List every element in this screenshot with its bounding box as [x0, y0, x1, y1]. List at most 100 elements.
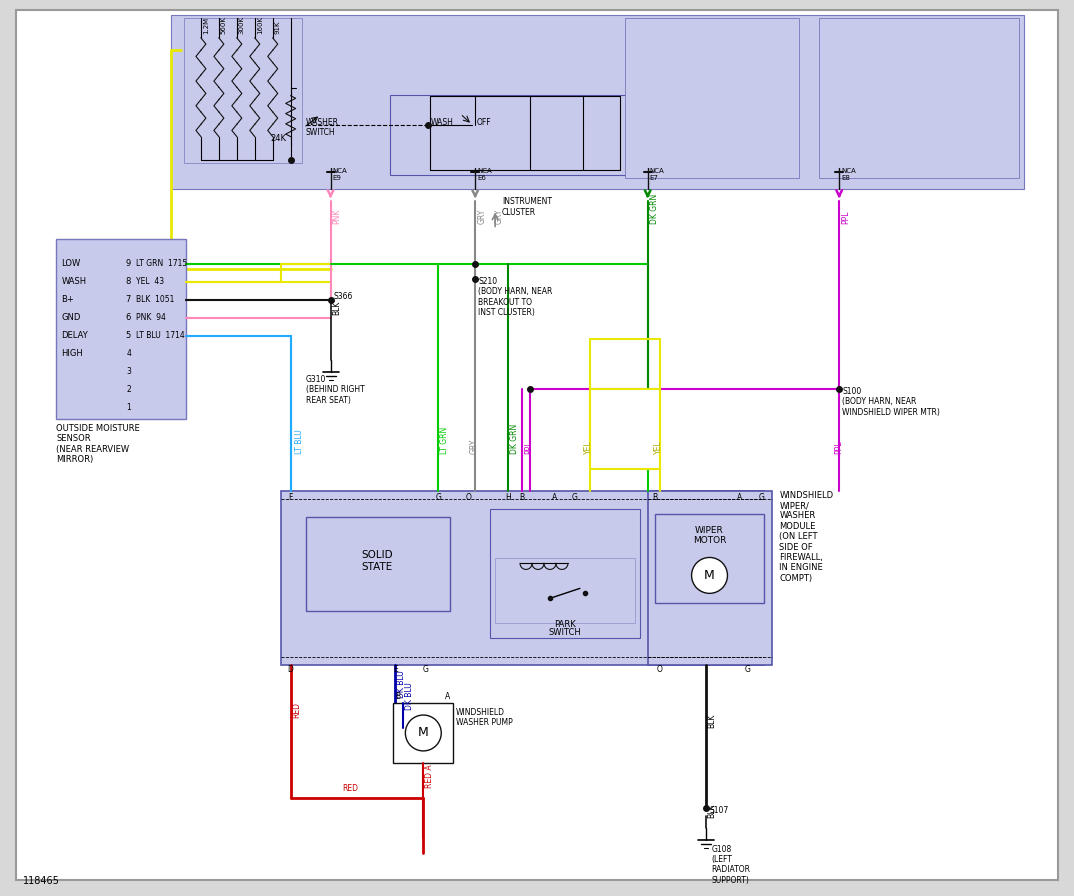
Text: A: A	[737, 493, 742, 502]
Text: E9: E9	[333, 175, 342, 180]
Text: GRY: GRY	[495, 209, 504, 224]
Text: G310
(BEHIND RIGHT
REAR SEAT): G310 (BEHIND RIGHT REAR SEAT)	[306, 375, 364, 405]
Text: S366: S366	[334, 292, 353, 301]
Text: 160K: 160K	[257, 16, 263, 34]
Text: G: G	[744, 665, 751, 674]
Text: 300K: 300K	[238, 16, 245, 34]
Text: DK GRN: DK GRN	[510, 424, 519, 453]
Text: O: O	[656, 665, 663, 674]
Bar	[306, 517, 450, 611]
Bar	[184, 18, 302, 162]
Text: GRY: GRY	[469, 438, 478, 453]
Text: 6: 6	[126, 313, 131, 323]
Text: M: M	[705, 569, 715, 582]
Text: RED A: RED A	[425, 764, 434, 788]
Text: RED: RED	[343, 784, 359, 793]
Text: BLK: BLK	[708, 713, 716, 728]
Text: A: A	[446, 692, 450, 701]
Text: E7: E7	[650, 175, 658, 180]
Text: E6: E6	[477, 175, 487, 180]
Text: WASH: WASH	[61, 277, 86, 286]
Text: 5: 5	[126, 332, 131, 340]
Text: WINDSHIELD
WASHER PUMP: WINDSHIELD WASHER PUMP	[456, 708, 513, 728]
Text: S210: S210	[478, 277, 497, 286]
Text: WASHER
SWITCH: WASHER SWITCH	[306, 117, 338, 137]
Circle shape	[692, 557, 727, 593]
Text: NCA: NCA	[650, 168, 665, 174]
Text: 24K: 24K	[271, 134, 287, 142]
Text: 91K: 91K	[275, 21, 280, 34]
Text: DK BLU: DK BLU	[405, 682, 415, 710]
Text: PARK: PARK	[554, 620, 576, 629]
Text: PPL: PPL	[524, 440, 533, 453]
Text: G: G	[422, 665, 429, 674]
Text: HIGH: HIGH	[61, 349, 83, 358]
Bar	[393, 703, 453, 762]
Text: LOW: LOW	[61, 259, 81, 268]
Text: A: A	[552, 493, 557, 502]
Text: 9: 9	[126, 259, 131, 268]
Bar	[280, 491, 765, 665]
Text: B: B	[395, 692, 401, 701]
Bar	[590, 389, 659, 469]
Text: G: G	[435, 493, 441, 502]
Text: YEL  43: YEL 43	[136, 277, 164, 286]
Text: OUTSIDE MOISTURE
SENSOR
(NEAR REARVIEW
MIRROR): OUTSIDE MOISTURE SENSOR (NEAR REARVIEW M…	[56, 424, 140, 464]
Text: G: G	[572, 493, 578, 502]
Text: DELAY: DELAY	[61, 332, 88, 340]
Bar	[495, 558, 635, 624]
Text: LT GRN: LT GRN	[440, 426, 449, 453]
Bar	[819, 18, 1018, 177]
Text: BLK: BLK	[333, 301, 342, 315]
Text: SWITCH: SWITCH	[549, 628, 581, 637]
Text: PPL: PPL	[834, 440, 843, 453]
Text: SOLID: SOLID	[362, 550, 393, 561]
Text: BLK  1051: BLK 1051	[136, 295, 174, 304]
Bar	[391, 95, 674, 175]
Text: PNK  94: PNK 94	[136, 313, 166, 323]
Text: MOTOR: MOTOR	[693, 536, 726, 545]
Text: H: H	[505, 493, 511, 502]
Text: WINDSHIELD
WIPER/
WASHER
MODULE
(ON LEFT
SIDE OF
FIREWALL,
IN ENGINE
COMPT): WINDSHIELD WIPER/ WASHER MODULE (ON LEFT…	[780, 491, 833, 582]
Text: NCA: NCA	[841, 168, 856, 174]
Text: RED: RED	[293, 702, 302, 718]
Text: 1.2M: 1.2M	[203, 17, 209, 34]
Text: OFF: OFF	[476, 117, 491, 126]
Text: 118465: 118465	[24, 875, 60, 885]
Bar	[171, 15, 1024, 189]
Text: PNK: PNK	[333, 209, 342, 224]
Text: 1: 1	[127, 403, 131, 412]
Circle shape	[405, 715, 441, 751]
Text: STATE: STATE	[362, 563, 393, 573]
Text: F: F	[289, 493, 293, 502]
Text: O: O	[465, 493, 471, 502]
Text: E8: E8	[841, 175, 850, 180]
Text: 2: 2	[127, 385, 131, 394]
Text: B: B	[652, 493, 657, 502]
Text: GRY: GRY	[477, 209, 487, 224]
Bar	[648, 491, 772, 665]
Text: G108
(LEFT
RADIATOR
SUPPORT): G108 (LEFT RADIATOR SUPPORT)	[711, 845, 751, 885]
Text: LT BLU: LT BLU	[294, 429, 304, 453]
Text: 560K: 560K	[221, 16, 227, 34]
Text: WASH: WASH	[431, 117, 453, 126]
Text: GND: GND	[61, 313, 81, 323]
Text: S107: S107	[710, 806, 729, 814]
Text: INSTRUMENT
CLUSTER: INSTRUMENT CLUSTER	[503, 197, 552, 217]
Text: E: E	[393, 665, 397, 674]
Text: 7: 7	[126, 295, 131, 304]
Text: LT BLU  1714: LT BLU 1714	[136, 332, 185, 340]
Text: B+: B+	[61, 295, 74, 304]
Text: YEL: YEL	[584, 440, 593, 453]
Text: S100
(BODY HARN, NEAR
WINDSHIELD WIPER MTR): S100 (BODY HARN, NEAR WINDSHIELD WIPER M…	[842, 387, 940, 417]
Text: (BODY HARN, NEAR
BREAKOUT TO
INST CLUSTER): (BODY HARN, NEAR BREAKOUT TO INST CLUSTE…	[478, 288, 552, 317]
Text: YEL: YEL	[654, 440, 663, 453]
Bar	[655, 513, 765, 603]
Text: WIPER: WIPER	[695, 526, 724, 535]
Text: LT GRN  1715: LT GRN 1715	[136, 259, 187, 268]
Text: NCA: NCA	[477, 168, 492, 174]
Text: 3: 3	[127, 367, 131, 376]
Text: DK GRN: DK GRN	[650, 194, 658, 224]
Text: 4: 4	[127, 349, 131, 358]
Bar	[56, 239, 186, 418]
